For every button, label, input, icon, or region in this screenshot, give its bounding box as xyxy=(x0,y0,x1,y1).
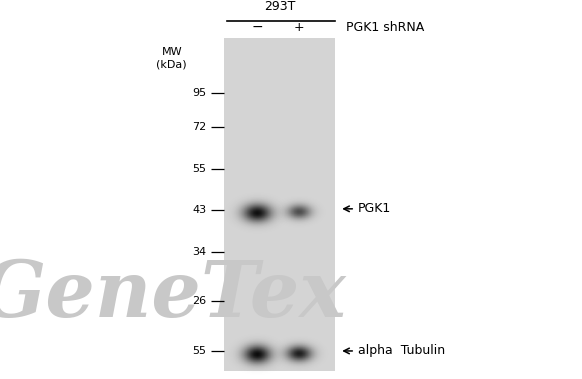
Text: 55: 55 xyxy=(193,346,207,356)
Text: 43: 43 xyxy=(193,205,207,215)
Text: +: + xyxy=(294,21,304,34)
Text: 293T: 293T xyxy=(264,0,295,13)
Text: alpha  Tubulin: alpha Tubulin xyxy=(344,345,445,357)
Text: 34: 34 xyxy=(193,247,207,257)
Bar xyxy=(224,38,335,371)
Text: 72: 72 xyxy=(193,122,207,132)
Text: MW
(kDa): MW (kDa) xyxy=(157,47,187,70)
Text: −: − xyxy=(251,20,263,34)
Text: PGK1: PGK1 xyxy=(344,202,391,215)
Text: PGK1 shRNA: PGK1 shRNA xyxy=(346,21,424,34)
Text: 55: 55 xyxy=(193,164,207,174)
Text: GeneTex: GeneTex xyxy=(0,257,346,334)
Text: 26: 26 xyxy=(193,296,207,306)
Text: 95: 95 xyxy=(193,88,207,98)
